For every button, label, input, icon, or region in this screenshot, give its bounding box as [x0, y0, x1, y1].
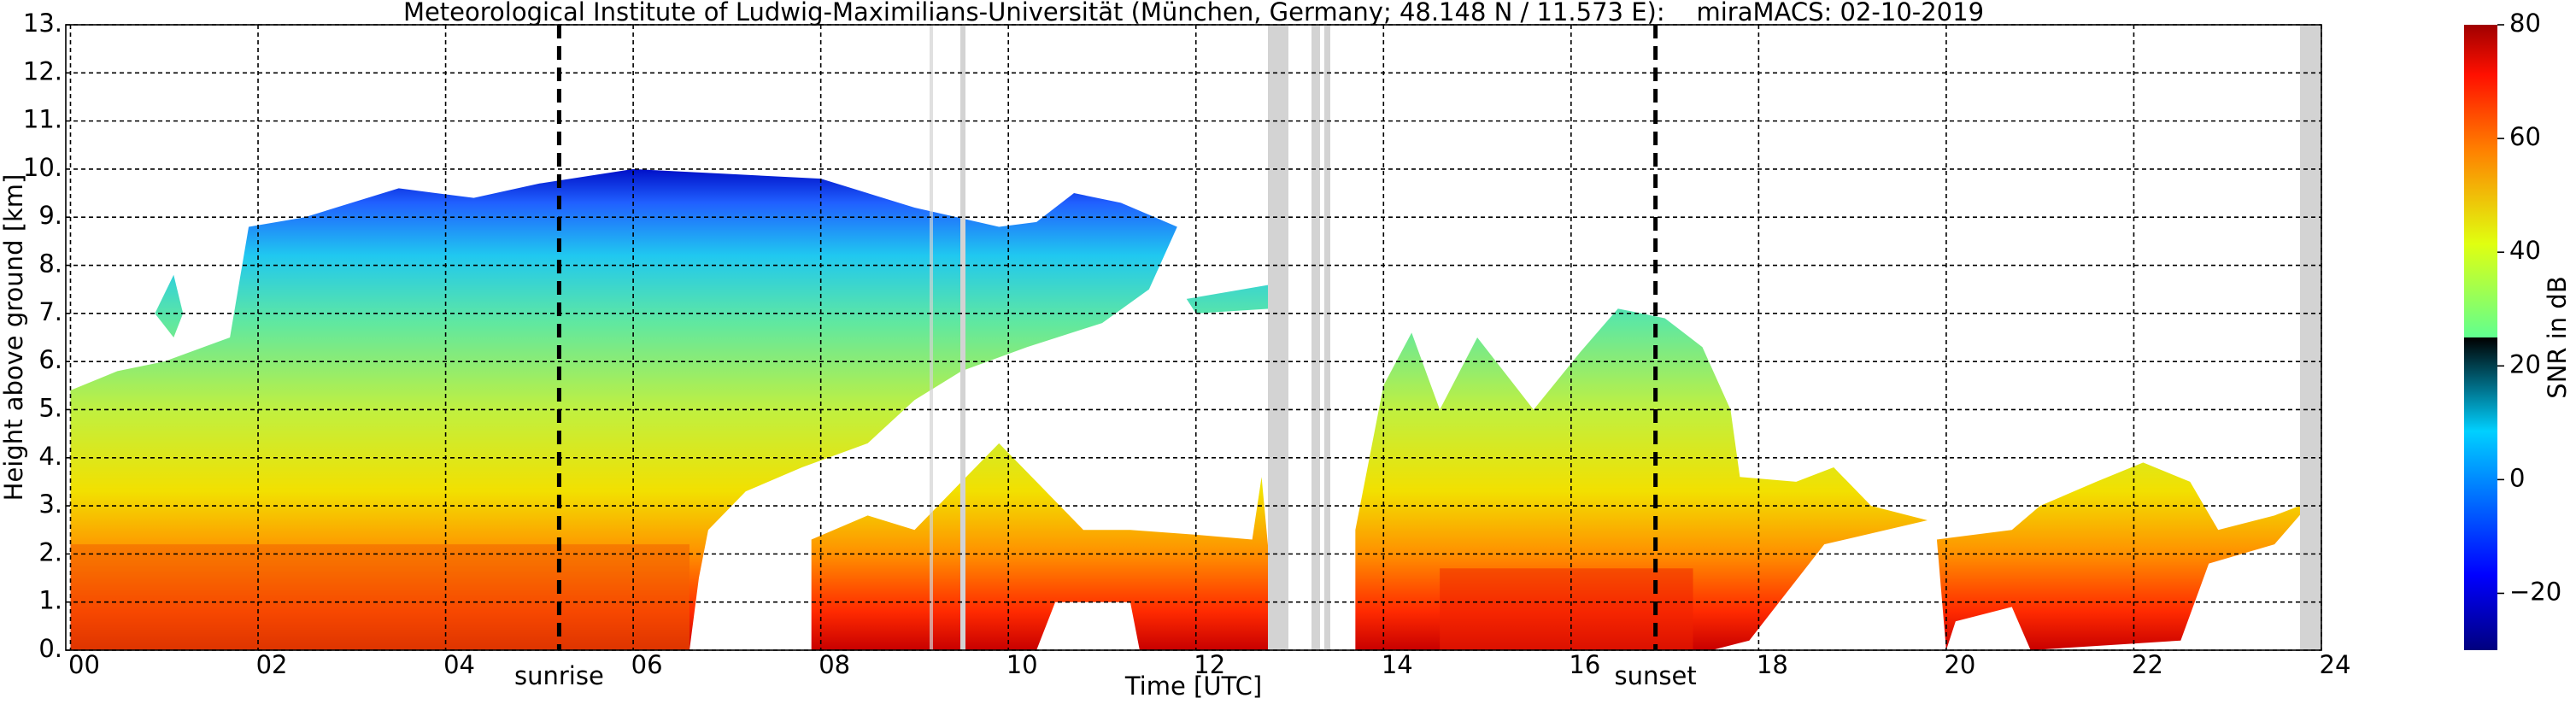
colorbar-label: SNR in dB: [2543, 276, 2572, 398]
missing-data: [930, 25, 2321, 650]
y-tick-label: 10.: [23, 153, 62, 182]
annotation-label: sunset: [1615, 661, 1697, 690]
colorbar-tick-label: −20: [2509, 577, 2561, 606]
annotation-label: sunrise: [514, 661, 604, 690]
x-tick-label: 12: [1194, 650, 1225, 679]
x-tick-label: 02: [256, 650, 288, 679]
x-tick-label: 24: [2320, 650, 2351, 679]
chart-title: Meteorological Institute of Ludwig-Maxim…: [403, 0, 1984, 26]
y-tick-label: 1.: [38, 586, 62, 615]
y-tick-label: 3.: [38, 490, 62, 519]
radar-field: [70, 25, 2321, 650]
y-tick-label: 11.: [23, 105, 62, 134]
x-tick-label: 00: [68, 650, 100, 679]
y-tick-label: 4.: [38, 442, 62, 471]
x-axis-label: Time [UTC]: [1124, 672, 1262, 701]
y-tick-label: 5.: [38, 393, 62, 422]
colorbar-tick-label: 60: [2509, 122, 2541, 151]
y-tick-label: 9.: [38, 201, 62, 230]
y-tick-label: 13.: [23, 9, 62, 38]
y-axis-label: Height above ground [km]: [0, 174, 28, 502]
colorbar-tick-label: 80: [2509, 9, 2541, 38]
y-tick-label: 8.: [38, 249, 62, 279]
colorbar: [2464, 25, 2497, 650]
y-tick-label: 7.: [38, 297, 62, 326]
x-tick-label: 22: [2132, 650, 2163, 679]
colorbar-tick-label: 0: [2509, 463, 2525, 492]
y-tick-label: 2.: [38, 537, 62, 566]
y-tick-label: 0.: [38, 634, 62, 663]
x-tick-label: 08: [819, 650, 850, 679]
x-tick-label: 20: [1944, 650, 1975, 679]
colorbar-tick-label: 40: [2509, 236, 2541, 265]
y-tick-label: 6.: [38, 345, 62, 374]
x-tick-label: 14: [1382, 650, 1413, 679]
plot-frame: [65, 24, 2322, 651]
x-tick-label: 06: [631, 650, 663, 679]
y-tick-label: 12.: [23, 56, 62, 85]
x-tick-label: 10: [1006, 650, 1038, 679]
colorbar-tick-label: 20: [2509, 349, 2541, 378]
x-tick-label: 18: [1757, 650, 1788, 679]
x-tick-label: 16: [1569, 650, 1600, 679]
x-tick-label: 04: [443, 650, 475, 679]
